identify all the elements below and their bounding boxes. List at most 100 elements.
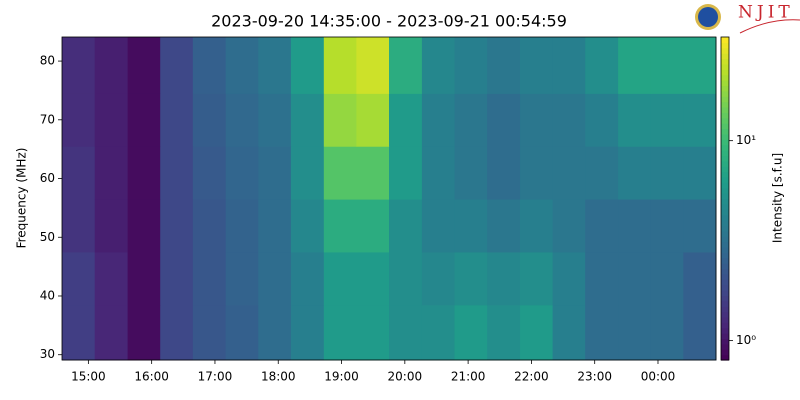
colorbar-segment — [721, 193, 729, 200]
colorbar-segment — [721, 322, 729, 329]
colorbar-segment — [721, 58, 729, 65]
heatmap-cell — [520, 146, 554, 200]
colorbar-segment — [721, 230, 729, 237]
heatmap-cell — [487, 93, 521, 147]
x-tick-label: 22:00 — [514, 370, 549, 384]
heatmap-cell — [127, 199, 161, 253]
colorbar-segment — [721, 220, 729, 227]
colorbar-segment — [721, 263, 729, 270]
heatmap-cell — [487, 146, 521, 200]
heatmap-cell — [389, 37, 423, 94]
colorbar-segment — [721, 246, 729, 253]
heatmap-cell — [290, 304, 325, 361]
heatmap-cell — [258, 146, 292, 200]
heatmap-cell — [585, 199, 619, 253]
colorbar-segment — [721, 252, 729, 259]
colorbar-segment — [721, 338, 729, 345]
colorbar-tick-label: 10⁰ — [736, 333, 756, 347]
heatmap-cell — [127, 146, 161, 200]
heatmap-cell — [62, 93, 96, 147]
heatmap-cell — [585, 146, 619, 200]
heatmap-cell — [127, 304, 161, 361]
heatmap-cell — [618, 251, 652, 306]
heatmap-cell — [650, 93, 684, 147]
heatmap-cell — [160, 199, 194, 253]
heatmap-cell — [454, 304, 488, 361]
heatmap-cell — [421, 304, 456, 361]
y-tick-label: 30 — [40, 347, 55, 361]
y-tick-label: 60 — [40, 171, 55, 185]
heatmap-cell — [552, 37, 586, 94]
heatmap-cell — [356, 37, 390, 94]
heatmap-cell — [552, 304, 586, 361]
x-tick-label: 20:00 — [388, 370, 423, 384]
heatmap-cell — [192, 146, 227, 200]
heatmap-cell — [552, 93, 586, 147]
heatmap-cell — [94, 251, 129, 306]
colorbar-segment — [721, 327, 729, 334]
heatmap-cell — [290, 251, 325, 306]
colorbar-segment — [721, 123, 729, 130]
colorbar-segment — [721, 268, 729, 275]
colorbar-label: Intensity [s.f.u] — [771, 153, 785, 243]
logo-swoosh — [739, 19, 800, 34]
colorbar-segment — [721, 300, 729, 307]
heatmap-cell — [192, 251, 227, 306]
x-tick-label: 16:00 — [134, 370, 169, 384]
colorbar-segment — [721, 279, 729, 286]
heatmap-cell — [520, 199, 554, 253]
heatmap-cell — [389, 251, 423, 306]
heatmap-cell — [585, 304, 619, 361]
colorbar-segment — [721, 225, 729, 232]
colorbar-segment — [721, 295, 729, 302]
heatmap-cell — [356, 199, 390, 253]
heatmap-cell — [323, 199, 357, 253]
chart-title: 2023-09-20 14:35:00 - 2023-09-21 00:54:5… — [211, 12, 567, 31]
heatmap-cell — [94, 37, 129, 94]
heatmap-cell — [487, 37, 521, 94]
colorbar-segment — [721, 198, 729, 205]
heatmap-cell — [618, 37, 652, 94]
heatmap-cell — [323, 146, 357, 200]
heatmap-cell — [454, 251, 488, 306]
heatmap-cell — [160, 146, 194, 200]
heatmap-cell — [290, 37, 325, 94]
colorbar-segment — [721, 47, 729, 54]
heatmap-cell — [454, 199, 488, 253]
heatmap-cell — [225, 146, 259, 200]
heatmap-cell — [94, 199, 129, 253]
heatmap-cell — [683, 304, 717, 361]
heatmap-cell — [389, 146, 423, 200]
colorbar-segment — [721, 171, 729, 178]
colorbar-segment — [721, 236, 729, 243]
heatmap-cell — [650, 251, 684, 306]
heatmap-cell — [323, 93, 357, 147]
colorbar-segment — [721, 311, 729, 318]
x-tick-label: 00:00 — [641, 370, 676, 384]
colorbar-frame — [720, 36, 730, 361]
heatmap-cell — [356, 304, 390, 361]
heatmap-cell — [585, 93, 619, 147]
heatmap-cell — [192, 304, 227, 361]
emblem-core — [698, 7, 718, 27]
x-tick-label: 15:00 — [71, 370, 106, 384]
colorbar-segment — [721, 74, 729, 81]
colorbar-segment — [721, 53, 729, 60]
y-tick-label: 40 — [40, 288, 55, 302]
heatmap-cell — [618, 304, 652, 361]
colorbar-segment — [721, 155, 729, 162]
heatmap-cell — [62, 37, 96, 94]
heatmap-cell — [585, 37, 619, 94]
heatmap-cell — [618, 146, 652, 200]
heatmap-cell — [258, 251, 292, 306]
colorbar-segment — [721, 69, 729, 76]
logo-emblem — [695, 4, 721, 30]
heatmap-cell — [421, 93, 456, 147]
colorbar-segment — [721, 166, 729, 173]
heatmap-cell — [650, 146, 684, 200]
heatmap-cell — [225, 93, 259, 147]
colorbar-segment — [721, 290, 729, 296]
x-tick-label: 17:00 — [198, 370, 233, 384]
heatmap-cell — [356, 251, 390, 306]
heatmap-cell — [160, 251, 194, 306]
